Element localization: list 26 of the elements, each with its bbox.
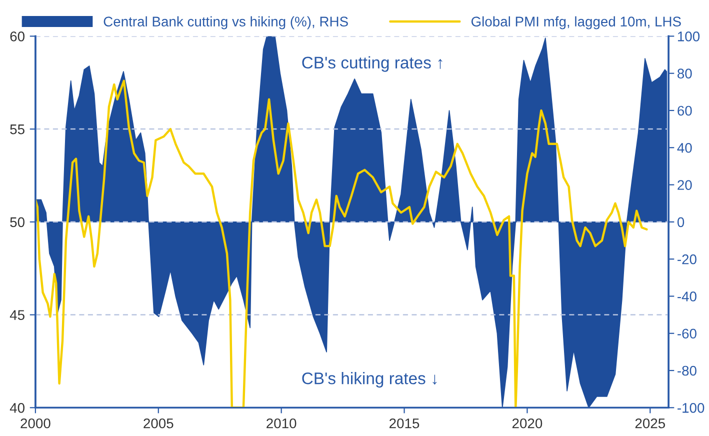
x-tick-label: 2000 xyxy=(20,418,50,428)
y2-tick-label: 100 xyxy=(678,32,700,42)
x-tick-label: 2005 xyxy=(144,418,174,428)
x-tick-label: 2025 xyxy=(635,418,666,428)
y2-tick-label: -80 xyxy=(678,366,696,376)
y-tick-label: 50 xyxy=(10,217,24,228)
y2-tick-label: -60 xyxy=(678,328,696,339)
y2-tick-label: 40 xyxy=(677,142,692,153)
annotation: CB's hiking rates ↓ xyxy=(302,372,437,388)
legend-label: Central Bank cutting vs hiking (%), RHS xyxy=(104,16,348,30)
legend-label: Global PMI mfg, lagged 10m, LHS xyxy=(471,16,681,30)
y-tick-label: 45 xyxy=(10,310,24,320)
y2-tick-label: -20 xyxy=(678,254,696,264)
y2-tick-label: 80 xyxy=(678,68,692,79)
y2-tick-label: -40 xyxy=(678,292,696,302)
x-tick-label: 2010 xyxy=(266,418,296,428)
y2-tick-label: 0 xyxy=(677,217,684,228)
x-tick-label: 2015 xyxy=(390,418,420,428)
annotation: CB's cutting rates ↑ xyxy=(302,56,442,72)
y-tick-label: 60 xyxy=(10,32,24,42)
x-tick-label: 2020 xyxy=(512,418,542,428)
y-tick-label: 55 xyxy=(10,124,24,134)
y2-tick-label: 60 xyxy=(678,106,692,116)
y-tick-label: 40 xyxy=(10,402,24,413)
y2-tick-label: 20 xyxy=(678,180,692,190)
y2-tick-label: -100 xyxy=(678,402,704,413)
